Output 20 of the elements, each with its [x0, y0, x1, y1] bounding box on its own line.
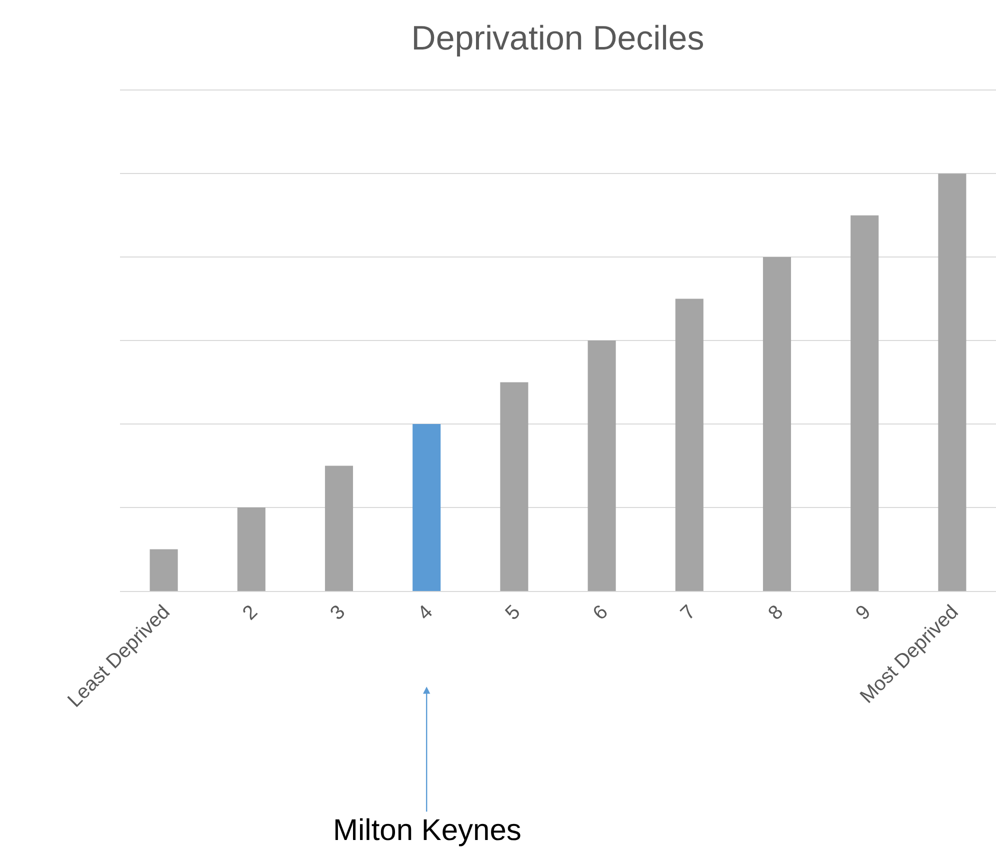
- bar: [938, 174, 966, 591]
- chart-title: Deprivation Deciles: [411, 19, 704, 58]
- text: Milton Keynes: [333, 814, 522, 847]
- bar: [850, 215, 879, 591]
- bar: [412, 424, 441, 591]
- x-tick-label: 7: [676, 601, 700, 624]
- bar: [237, 508, 266, 591]
- bar: [762, 257, 792, 591]
- x-tick-label: 9: [852, 601, 876, 624]
- bar: [500, 382, 528, 591]
- bar: [150, 549, 178, 591]
- x-tick-label: 3: [326, 601, 350, 624]
- bar: [675, 298, 704, 591]
- x-tick-label: 8: [764, 601, 788, 624]
- x-tick-label: 6: [588, 601, 612, 624]
- x-tick-label: 5: [501, 601, 525, 624]
- bar: [324, 466, 354, 591]
- bar: [588, 340, 616, 591]
- x-tick-label: 4: [414, 601, 438, 624]
- x-tick-label: 2: [238, 601, 262, 624]
